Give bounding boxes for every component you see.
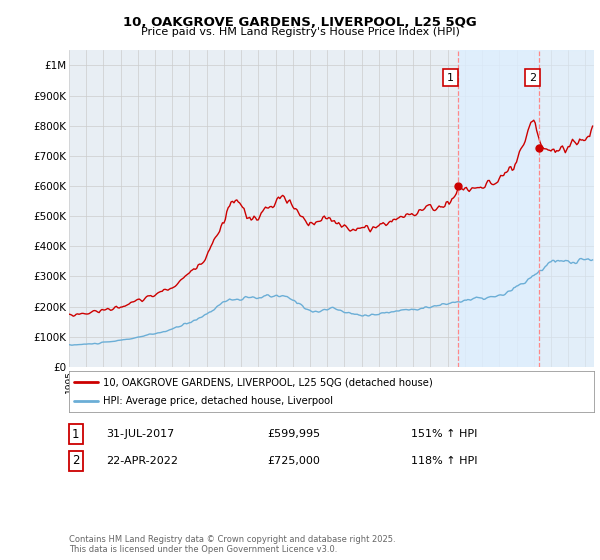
Text: 2: 2 [529,73,536,82]
Text: 151% ↑ HPI: 151% ↑ HPI [411,429,478,439]
Text: £725,000: £725,000 [267,456,320,466]
Text: 1: 1 [447,73,454,82]
Text: 1: 1 [72,427,79,441]
Text: HPI: Average price, detached house, Liverpool: HPI: Average price, detached house, Live… [103,396,333,405]
Text: 10, OAKGROVE GARDENS, LIVERPOOL, L25 5QG: 10, OAKGROVE GARDENS, LIVERPOOL, L25 5QG [123,16,477,29]
Text: Price paid vs. HM Land Registry's House Price Index (HPI): Price paid vs. HM Land Registry's House … [140,27,460,37]
Text: 31-JUL-2017: 31-JUL-2017 [106,429,175,439]
Bar [539,50,594,367]
Text: 118% ↑ HPI: 118% ↑ HPI [411,456,478,466]
Text: £599,995: £599,995 [267,429,320,439]
Text: 10, OAKGROVE GARDENS, LIVERPOOL, L25 5QG (detached house): 10, OAKGROVE GARDENS, LIVERPOOL, L25 5QG… [103,377,433,387]
Text: Contains HM Land Registry data © Crown copyright and database right 2025.
This d: Contains HM Land Registry data © Crown c… [69,535,395,554]
Text: 2: 2 [72,454,79,468]
Text: 22-APR-2022: 22-APR-2022 [106,456,178,466]
Bar [458,50,539,367]
